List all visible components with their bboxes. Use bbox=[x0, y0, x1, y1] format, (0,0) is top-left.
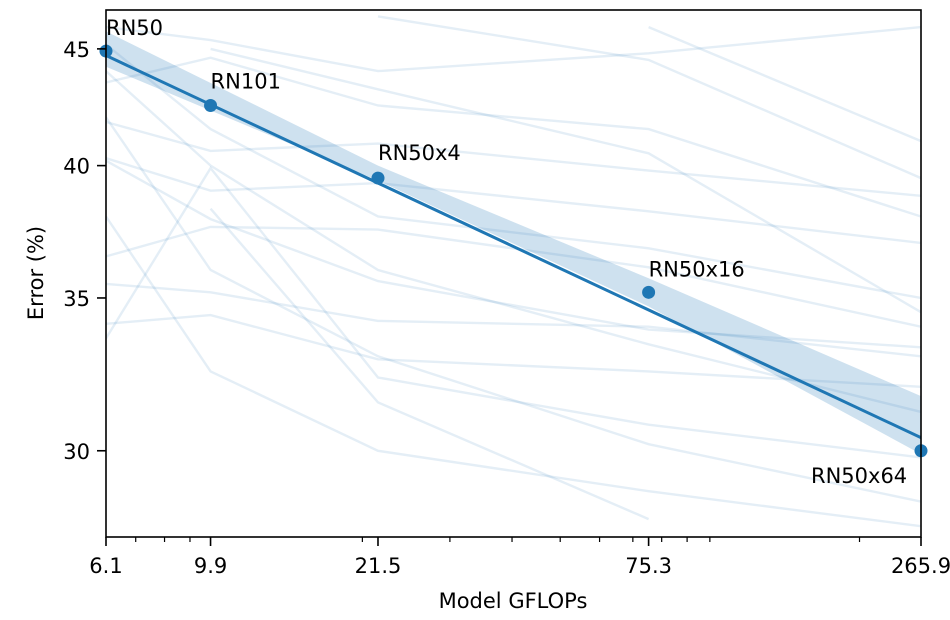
y-tick-label: 35 bbox=[63, 287, 90, 311]
point-label-rn50x16: RN50x16 bbox=[649, 257, 745, 281]
background-line bbox=[106, 215, 921, 528]
y-tick-label: 40 bbox=[63, 155, 90, 179]
background-line bbox=[106, 56, 921, 218]
background-line bbox=[106, 225, 921, 328]
data-point-rn101 bbox=[204, 99, 218, 113]
point-label-rn50x4: RN50x4 bbox=[378, 141, 461, 165]
point-label-rn50x64: RN50x64 bbox=[811, 464, 907, 488]
x-tick-label: 21.5 bbox=[355, 554, 402, 578]
background-line bbox=[106, 120, 921, 197]
background-line bbox=[209, 207, 650, 521]
y-axis-ticks: 30 35 40 45 bbox=[63, 38, 106, 464]
background-line bbox=[106, 166, 921, 459]
confidence-band bbox=[106, 31, 921, 455]
background-line bbox=[106, 43, 921, 300]
plot-frame bbox=[105, 9, 922, 538]
background-line bbox=[106, 70, 921, 414]
x-tick-label: 265.9 bbox=[891, 554, 950, 578]
y-axis-label: Error (%) bbox=[24, 226, 48, 320]
background-line bbox=[106, 159, 921, 349]
background-line bbox=[648, 25, 921, 143]
x-axis-ticks: 6.1 9.9 21.5 75.3 265.9 bbox=[89, 537, 950, 578]
trend-line bbox=[106, 54, 921, 439]
data-point-rn50x16 bbox=[642, 285, 656, 299]
background-line bbox=[106, 282, 921, 358]
background-line bbox=[377, 15, 921, 180]
point-label-rn101: RN101 bbox=[211, 70, 281, 94]
background-lines bbox=[106, 15, 921, 528]
point-labels-layer: RN50 RN101 RN50x4 RN50x16 RN50x64 bbox=[106, 16, 907, 488]
data-point-rn50x4 bbox=[371, 171, 385, 185]
background-line bbox=[210, 47, 921, 314]
background-line bbox=[106, 313, 921, 388]
confidence-band-layer bbox=[106, 31, 921, 455]
x-tick-label: 9.9 bbox=[194, 554, 227, 578]
y-tick-label: 45 bbox=[63, 38, 90, 62]
y-tick-label: 30 bbox=[63, 440, 90, 464]
background-line bbox=[106, 116, 921, 503]
background-line bbox=[106, 25, 921, 73]
x-axis-label: Model GFLOPs bbox=[439, 589, 588, 613]
trend-line-layer bbox=[106, 54, 921, 439]
x-tick-label: 75.3 bbox=[625, 554, 672, 578]
point-label-rn50: RN50 bbox=[106, 16, 163, 40]
x-tick-label: 6.1 bbox=[89, 554, 122, 578]
